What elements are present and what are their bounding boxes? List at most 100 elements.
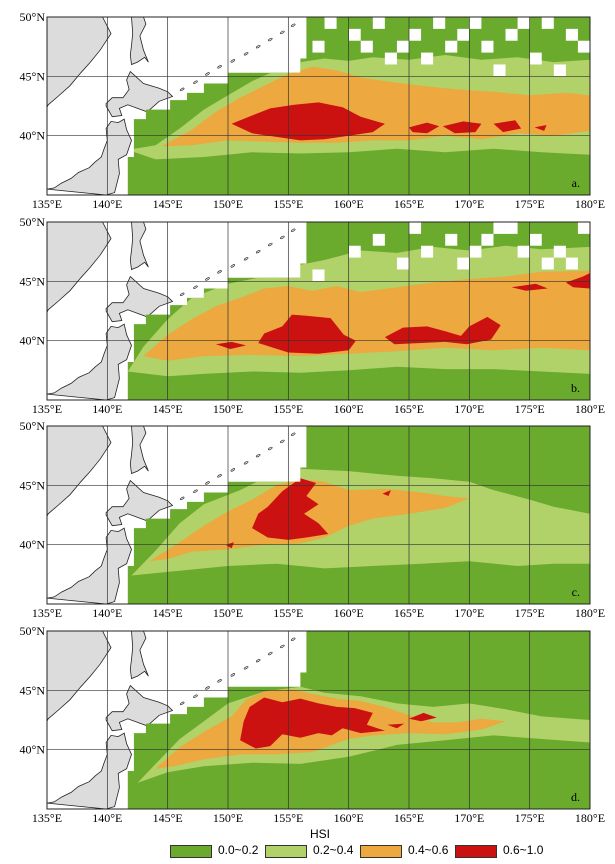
lon-label: 165°E — [394, 606, 424, 618]
nodata-cell — [396, 257, 409, 270]
kuril-island — [290, 228, 296, 232]
land-sakhalin — [129, 631, 149, 680]
map-panel-a: 50°N 45°N 40°N 135°E 140°E 145°E 150°E 155°E 160… — [20, 10, 606, 209]
kuril-island — [230, 264, 236, 268]
hsi-region-3 — [493, 120, 522, 133]
lon-label: 140°E — [92, 606, 122, 618]
nodata-cell — [312, 269, 325, 282]
lon-label: 180°E — [575, 606, 605, 618]
lon-label: 170°E — [454, 197, 484, 209]
nodata-cell — [372, 17, 385, 29]
lon-label: 160°E — [334, 606, 364, 618]
lon-label: 140°E — [92, 402, 122, 414]
land-mainland — [47, 631, 112, 809]
kuril-island — [267, 651, 273, 656]
kuril-island — [243, 257, 249, 261]
kuril-island — [255, 659, 261, 663]
map-panel-b: 50°N 45°N 40°N 135°E 140°E 145°E 150°E 155°E 160… — [20, 215, 606, 414]
land-sakhalin — [129, 17, 149, 66]
legend-swatch-1 — [265, 845, 307, 858]
nodata-cell — [348, 28, 361, 41]
panel-frame — [46, 16, 591, 196]
nodata-cell — [529, 52, 542, 65]
kuril-island — [179, 701, 185, 706]
lon-label: 135°E — [32, 811, 62, 823]
nodata-cell — [553, 64, 566, 77]
lat-label: 45°N — [20, 478, 46, 492]
lon-label: 150°E — [213, 402, 243, 414]
kuril-island — [280, 30, 285, 35]
nodata-cell — [493, 64, 506, 77]
kuril-island — [217, 65, 222, 69]
nodata-cell — [409, 28, 422, 41]
lon-label: 175°E — [515, 402, 545, 414]
panel-label: d. — [571, 790, 580, 804]
lon-label: 160°E — [334, 402, 364, 414]
nodata-cell — [445, 233, 458, 246]
kuril-island — [255, 454, 261, 458]
lon-label: 170°E — [454, 606, 484, 618]
lat-label: 50°N — [20, 624, 46, 638]
nodata-cell — [360, 40, 373, 53]
kuril-island — [230, 673, 236, 677]
kuril-island — [179, 292, 185, 297]
land-honshu — [47, 732, 132, 809]
lon-label: 145°E — [153, 197, 183, 209]
legend-swatch-0 — [170, 845, 212, 858]
kuril-island — [205, 686, 210, 690]
land-honshu — [47, 323, 132, 400]
nodata-cell — [517, 17, 530, 29]
hsi-region-3 — [231, 102, 385, 141]
nodata-cell — [384, 52, 397, 65]
lon-label: 165°E — [394, 197, 424, 209]
hsi-region-3 — [409, 712, 437, 722]
kuril-island — [217, 474, 222, 478]
lon-label: 175°E — [515, 606, 545, 618]
kuril-island — [179, 496, 185, 501]
hsi-region-3 — [387, 723, 405, 729]
lon-label: 150°E — [213, 606, 243, 618]
nodata-cell — [541, 17, 554, 29]
lon-label: 170°E — [454, 402, 484, 414]
nodata-cell — [505, 222, 518, 234]
land-sakhalin — [129, 426, 149, 475]
kuril-island — [193, 80, 198, 84]
lat-label: 40°N — [20, 334, 46, 348]
land-mainland — [47, 222, 112, 400]
nodata-cell — [433, 17, 446, 29]
lon-label: 150°E — [213, 197, 243, 209]
panel-frame — [46, 630, 591, 810]
hsi-region-3 — [565, 273, 590, 289]
lat-label: 40°N — [20, 538, 46, 552]
nodata-cell — [421, 245, 434, 258]
hsi-region-3 — [384, 316, 501, 345]
hsi-region-3 — [442, 121, 482, 134]
nodata-cell — [409, 222, 422, 234]
kuril-island — [280, 235, 285, 240]
land-honshu — [47, 118, 132, 195]
kuril-island — [193, 489, 198, 493]
lon-label: 145°E — [153, 606, 183, 618]
nodata-cell — [469, 245, 482, 258]
hsi-region-3 — [409, 122, 440, 134]
nodata-cell — [457, 257, 470, 270]
kuril-island — [290, 23, 296, 27]
nodata-cell — [541, 257, 554, 270]
nodata-cell — [577, 222, 590, 234]
nodata-cell — [312, 40, 325, 53]
nodata-cell — [421, 52, 434, 65]
lat-label: 40°N — [20, 743, 46, 757]
kuril-island — [217, 679, 222, 683]
kuril-island — [205, 72, 210, 76]
lon-label: 145°E — [153, 811, 183, 823]
lat-label: 50°N — [20, 215, 46, 229]
kuril-island — [193, 694, 198, 698]
nodata-cell — [505, 28, 518, 41]
nodata-cell — [469, 17, 482, 29]
hsi-region-3 — [252, 478, 329, 540]
kuril-island — [205, 481, 210, 485]
hsi-region-3 — [534, 125, 547, 131]
nodata-cell — [517, 245, 530, 258]
lon-label: 155°E — [273, 402, 303, 414]
